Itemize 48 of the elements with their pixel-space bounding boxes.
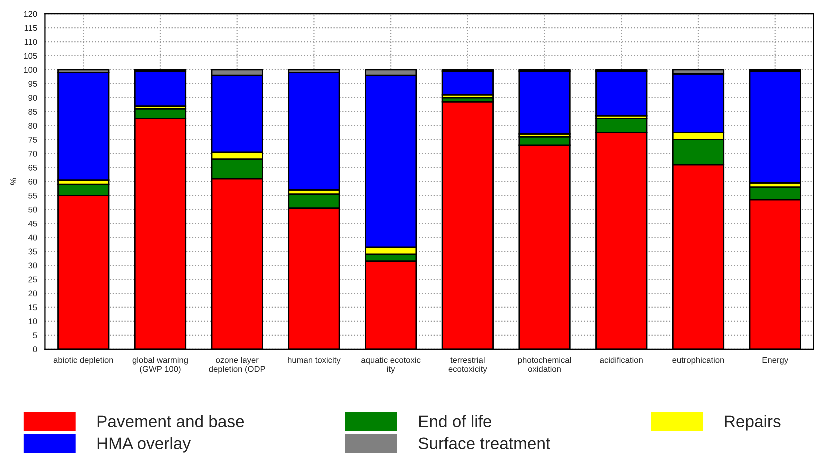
y-tick-label: 75	[28, 137, 38, 143]
y-tick-label: 90	[28, 95, 38, 102]
bar	[749, 70, 802, 184]
y-tick-label: 70	[28, 150, 38, 157]
x-tick-label: photochemical oxidation	[518, 357, 572, 372]
y-tick-label: 0	[33, 346, 38, 353]
bar	[442, 70, 494, 96]
y-tick-label: 50	[28, 206, 38, 213]
y-tick-label: 95	[28, 81, 38, 88]
x-tick-label: terrestrial ecotoxicity	[448, 357, 488, 374]
bar	[518, 70, 571, 135]
bar	[134, 70, 187, 107]
x-tick-label: aquatic ecotoxic ity	[362, 357, 421, 374]
y-tick-label: 115	[24, 25, 38, 32]
y-tick-label: 65	[28, 164, 38, 171]
y-tick-label: 100	[24, 67, 38, 74]
x-tick-label: ozone layer depletion (ODP	[209, 357, 266, 374]
legend-label: Pavement and base	[98, 415, 244, 428]
legend-label: End of life	[419, 415, 492, 428]
bar	[288, 72, 340, 191]
x-tick-label: eutrophication	[672, 357, 724, 365]
y-tick-label: 120	[24, 11, 38, 18]
y-tick-label: 60	[28, 178, 38, 185]
y-tick-label: 80	[28, 123, 38, 129]
y-tick-label: 20	[28, 290, 38, 297]
y-tick-label: 45	[28, 220, 38, 227]
y-tick-label: 110	[24, 39, 38, 46]
legend-label: HMA overlay	[98, 437, 191, 453]
bar	[58, 72, 110, 182]
y-tick-label: 5	[33, 332, 38, 339]
y-tick-label: 105	[24, 53, 38, 60]
x-tick-label: human toxicity	[288, 357, 341, 365]
y-tick-label: 25	[28, 276, 38, 283]
legend-label: Repairs	[725, 415, 781, 431]
bar	[596, 70, 648, 117]
x-tick-label: acidification	[600, 357, 643, 364]
y-tick-label: 40	[28, 234, 38, 241]
x-tick-label: global warming (GWP 100)	[132, 357, 188, 374]
y-tick-label: 30	[28, 262, 38, 269]
legend-label: Surface treatment	[418, 437, 550, 450]
x-tick-label: Energy	[762, 357, 789, 365]
y-axis-title: %	[10, 178, 16, 186]
y-tick-label: 15	[28, 304, 38, 311]
y-tick-label: 55	[28, 192, 38, 199]
y-tick-label: 10	[28, 318, 38, 325]
y-tick-label: 35	[28, 248, 38, 255]
y-tick-label: 85	[28, 109, 38, 115]
x-tick-label: abiotic depletion	[54, 357, 114, 365]
